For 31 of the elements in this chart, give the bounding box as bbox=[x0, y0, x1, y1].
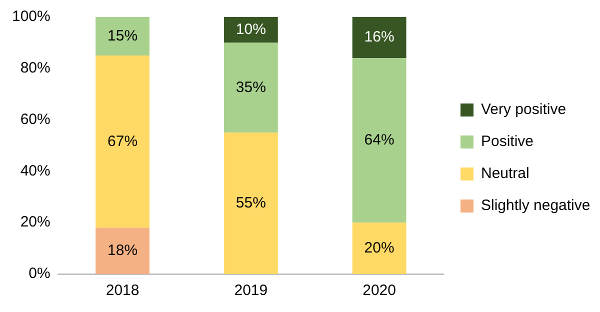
y-tick-label: 40% bbox=[20, 162, 50, 180]
bar bbox=[96, 56, 150, 228]
data-label: 18% bbox=[108, 242, 138, 260]
y-tick-label: 0% bbox=[28, 265, 50, 282]
data-label: 10% bbox=[236, 20, 266, 38]
bar bbox=[224, 17, 278, 43]
x-tick-label: 2019 bbox=[234, 282, 268, 300]
data-label: 35% bbox=[236, 78, 266, 96]
bar bbox=[96, 228, 150, 274]
data-label: 55% bbox=[236, 194, 266, 212]
y-tick-label: 20% bbox=[20, 214, 50, 231]
y-tick-label: 80% bbox=[20, 60, 50, 77]
x-tick-label: 2018 bbox=[106, 282, 140, 300]
bar bbox=[224, 42, 278, 133]
data-label: 64% bbox=[364, 132, 394, 148]
bar bbox=[352, 17, 406, 58]
bar bbox=[352, 58, 406, 223]
data-label: 16% bbox=[364, 28, 394, 46]
bar bbox=[96, 17, 150, 56]
bar bbox=[224, 132, 278, 274]
y-tick-label: 60% bbox=[20, 110, 50, 128]
bar bbox=[352, 222, 406, 274]
y-tick-label: 100% bbox=[12, 8, 50, 26]
legend-label: Very positive bbox=[481, 101, 566, 118]
data-label: 15% bbox=[108, 27, 138, 44]
legend-label: Neutral bbox=[481, 165, 530, 182]
legend-label: Slightly negative bbox=[481, 197, 590, 214]
data-label: 20% bbox=[364, 239, 394, 256]
x-tick-label: 2020 bbox=[362, 282, 396, 300]
legend-label: Positive bbox=[481, 133, 534, 150]
data-label: 67% bbox=[108, 132, 138, 150]
